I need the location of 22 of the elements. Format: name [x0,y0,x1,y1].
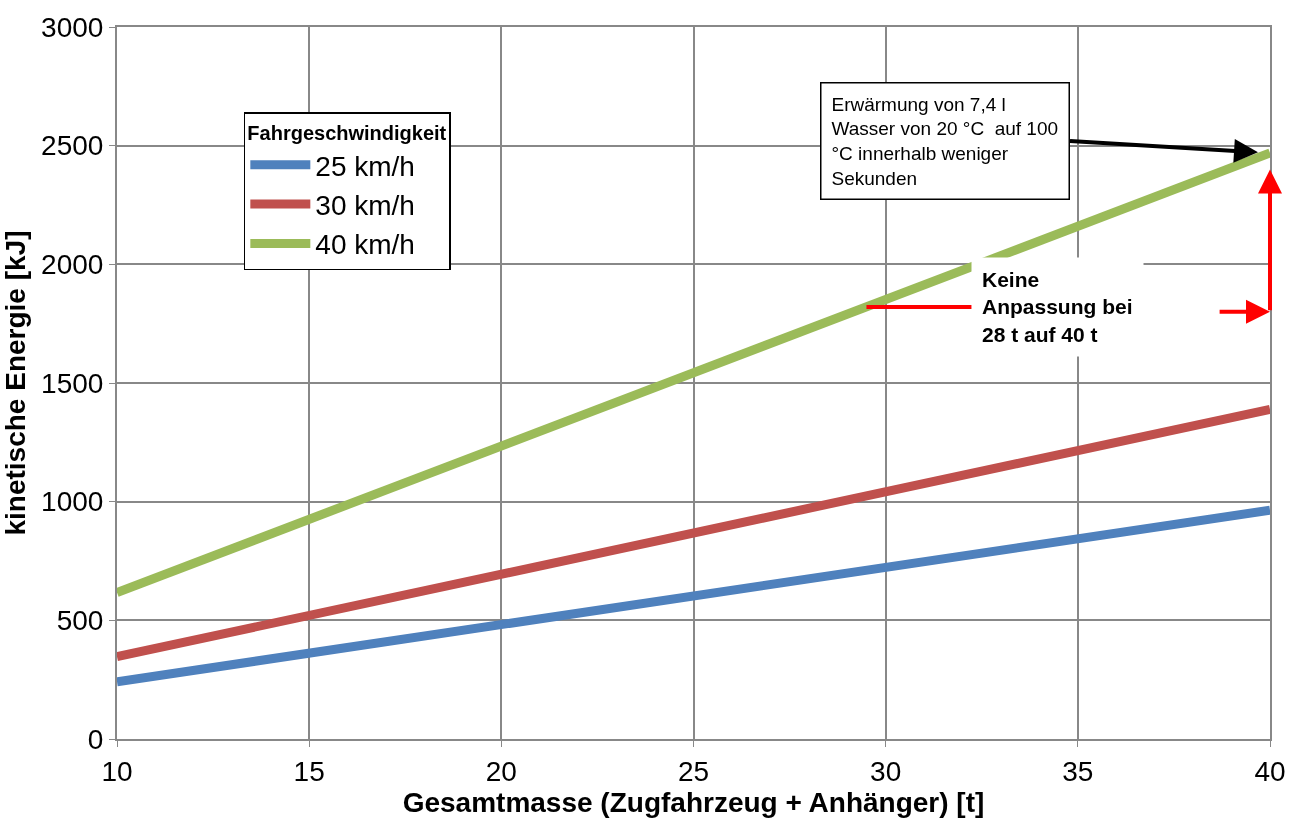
y-tick-label: 2000 [41,249,104,281]
y-axis-title: kinetische Energie [kJ] [0,230,31,536]
y-tick-label: 2500 [41,130,104,162]
y-tick-label: 500 [56,605,104,637]
x-tick-label: 10 [101,755,133,787]
y-tick-label: 1500 [41,367,104,399]
x-tick-label: 15 [293,755,325,787]
y-tick-label: 3000 [41,11,104,43]
annotation: Keine Anpassung bei 28 t auf 40 t [982,268,1133,346]
x-tick-label: 40 [1254,755,1286,787]
legend-label: 25 km/h [315,150,415,182]
annotation: Erwärmung von 7,4 l Wasser von 20 °C auf 100 °C innerhalb weniger Sekunden [831,93,1059,189]
legend-label: 40 km/h [315,229,415,261]
x-tick-label: 20 [485,755,517,787]
legend-title: Fahrgeschwindigkeit [247,121,447,144]
y-tick-label: 1000 [41,486,104,518]
y-tick-label: 0 [87,723,104,755]
legend-label: 30 km/h [315,189,415,221]
x-tick-label: 35 [1062,755,1094,787]
x-tick-label: 25 [677,755,710,787]
x-axis-title: Gesamtmasse (Zugfahrzeug + Anhänger) [t] [402,786,985,818]
x-tick-label: 30 [870,755,902,787]
